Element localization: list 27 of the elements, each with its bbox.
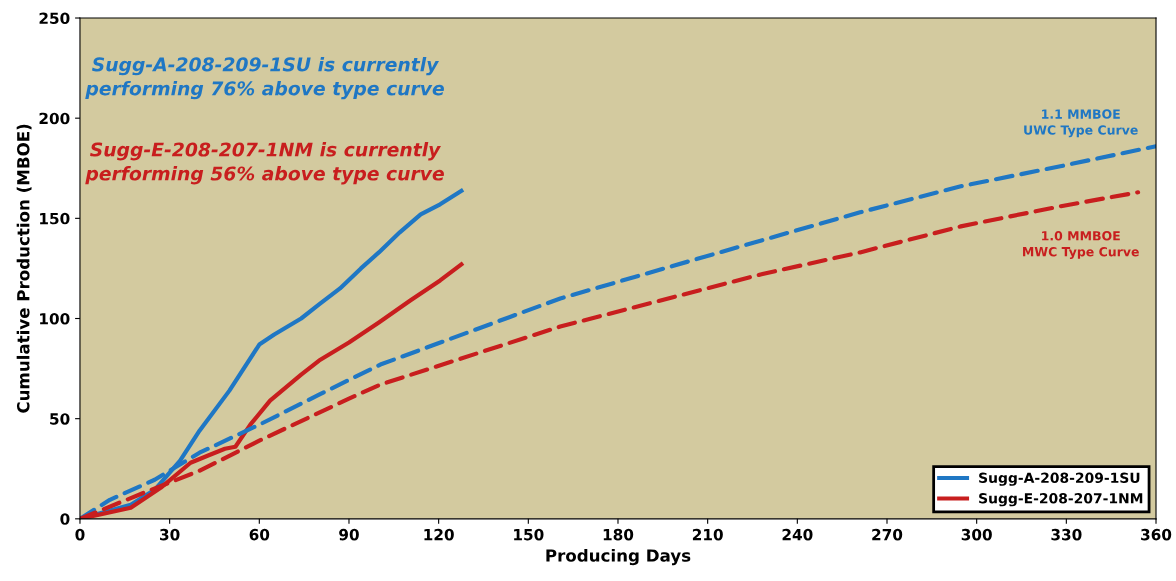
x-tick-label: 150 <box>514 528 544 541</box>
x-tick-label: 30 <box>160 528 180 541</box>
x-tick-label: 180 <box>603 528 634 541</box>
y-tick-label: 200 <box>39 112 70 125</box>
x-tick-label: 210 <box>692 528 723 541</box>
x-tick-label: 300 <box>961 528 992 541</box>
y-tick-label: 250 <box>39 12 70 25</box>
legend-label: Sugg-A-208-209-1SU <box>979 472 1140 486</box>
x-axis-title: Producing Days <box>546 548 691 566</box>
y-tick-label: 100 <box>40 312 70 325</box>
x-tick-label: 90 <box>339 528 359 541</box>
x-tick-label: 0 <box>75 528 85 541</box>
annotation: 1.0 MMBOE MWC Type Curve <box>1023 231 1139 259</box>
annotation: Sugg-A-208-209-1SU is currently performing 76% above type curve <box>85 56 444 100</box>
x-tick-label: 270 <box>872 528 903 541</box>
y-tick-label: 0 <box>60 513 70 525</box>
annotation: Sugg-E-208-207-1NM is currently performing 56% above type curve <box>85 142 444 185</box>
legend-label: Sugg-E-208-207-1NM <box>979 493 1143 507</box>
y-axis-title: Cumulative Production (MBOE) <box>16 124 32 413</box>
x-tick-label: 330 <box>1051 528 1082 541</box>
y-tick-label: 50 <box>50 413 70 425</box>
x-tick-label: 240 <box>782 528 813 541</box>
x-tick-label: 60 <box>249 528 270 541</box>
y-tick-label: 150 <box>40 212 70 225</box>
x-tick-label: 360 <box>1141 528 1172 541</box>
x-tick-label: 120 <box>424 528 454 541</box>
annotation: 1.1 MMBOE UWC Type Curve <box>1024 109 1138 138</box>
